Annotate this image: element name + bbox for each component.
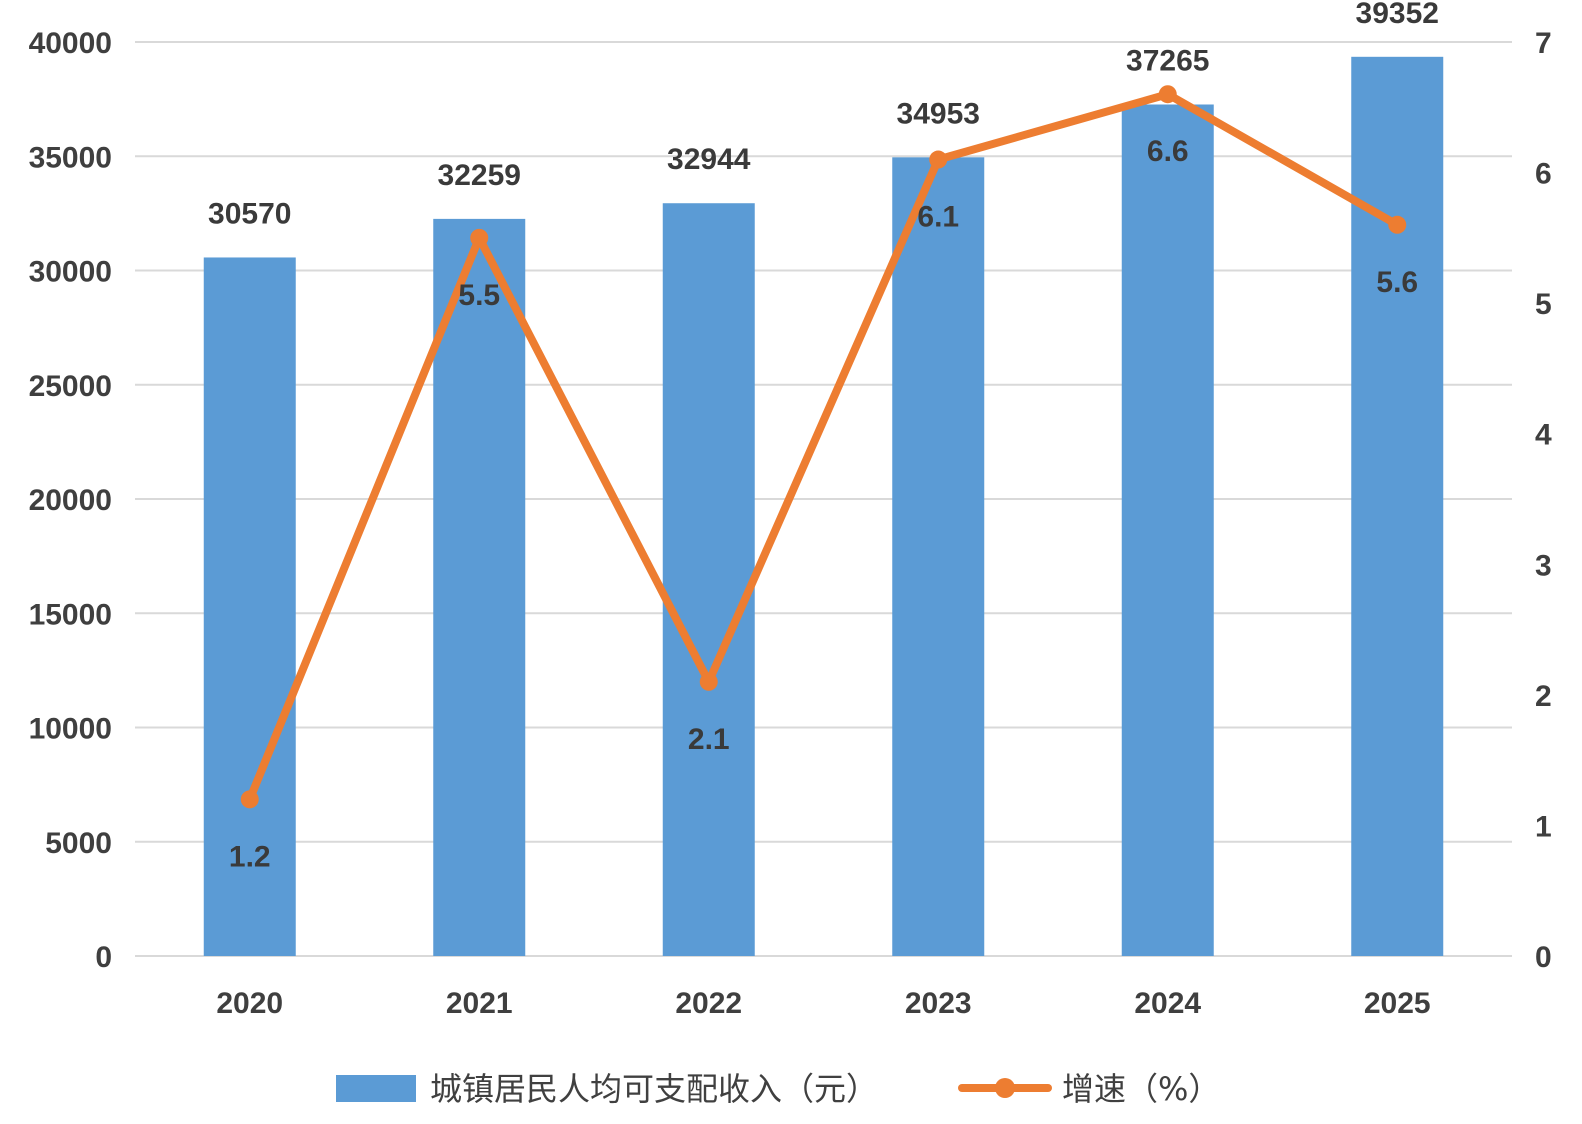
y-left-tick-label: 5000 [45,827,112,860]
bar-value-label: 37265 [1126,44,1209,77]
y-left-tick-label: 35000 [29,141,112,174]
line-marker [1388,215,1407,234]
x-tick-label: 2025 [1364,987,1431,1020]
line-marker [1158,85,1177,104]
line-series [240,85,1407,809]
y-left-tick-label: 10000 [29,713,112,746]
x-tick-label: 2024 [1134,987,1201,1020]
y-right-tick-label: 7 [1535,27,1552,60]
y-left-tick-label: 20000 [29,484,112,517]
y-right-tick-label: 1 [1535,810,1552,843]
y-axis-left: 0 5000 10000 15000 20000 25000 30000 35000 40000 [29,27,112,974]
bar-value-label: 34953 [897,97,980,130]
bar-series [203,56,1444,957]
y-left-tick-label: 40000 [29,27,112,60]
line-marker [240,790,259,809]
bar [1121,104,1214,956]
line-marker [470,228,489,247]
y-right-tick-label: 5 [1535,288,1552,321]
y-right-tick-label: 4 [1535,419,1552,452]
bar-value-label: 32259 [438,159,521,192]
bar [1351,56,1444,956]
bar-data-labels: 30570 32259 32944 34953 37265 39352 [208,0,1439,230]
line-value-label: 2.1 [688,723,730,756]
x-tick-label: 2021 [446,987,513,1020]
legend: 城镇居民人均可支配收入（元） 增速（%） [336,1070,1220,1108]
bar-value-label: 32944 [667,143,751,176]
line-value-label: 6.6 [1147,135,1189,168]
bar [203,257,296,957]
y-right-tick-label: 3 [1535,549,1552,582]
legend-bar-label: 城镇居民人均可支配收入（元） [430,1070,878,1108]
y-left-tick-label: 30000 [29,256,112,289]
gridlines [135,41,1512,957]
y-axis-right: 0 1 2 3 4 5 6 7 [1535,27,1552,974]
y-left-tick-label: 0 [95,941,112,974]
bar [662,203,755,956]
y-right-tick-label: 0 [1535,941,1552,974]
bar [892,157,985,956]
line-marker [699,672,718,691]
line-value-label: 1.2 [229,840,271,873]
line-value-label: 5.6 [1376,266,1418,299]
bar [433,218,526,957]
y-right-tick-label: 6 [1535,158,1552,191]
growth-line [245,90,1402,804]
y-left-tick-label: 25000 [29,370,112,403]
x-tick-label: 2022 [675,987,742,1020]
line-value-label: 5.5 [458,279,500,312]
line-value-label: 6.1 [917,201,959,234]
bar-value-label: 39352 [1356,0,1439,30]
legend-bar-swatch [336,1075,416,1102]
x-tick-label: 2023 [905,987,972,1020]
legend-line-marker [995,1078,1015,1098]
y-right-tick-label: 2 [1535,680,1552,713]
bar-value-label: 30570 [208,197,291,230]
x-tick-label: 2020 [216,987,283,1020]
y-left-tick-label: 15000 [29,598,112,631]
line-marker [929,150,948,169]
legend-line-label: 增速（%） [1062,1070,1220,1108]
line-data-labels: 1.2 5.5 2.1 6.1 6.6 5.6 [229,135,1418,873]
x-axis: 2020 2021 2022 2023 2024 2025 [216,987,1430,1020]
